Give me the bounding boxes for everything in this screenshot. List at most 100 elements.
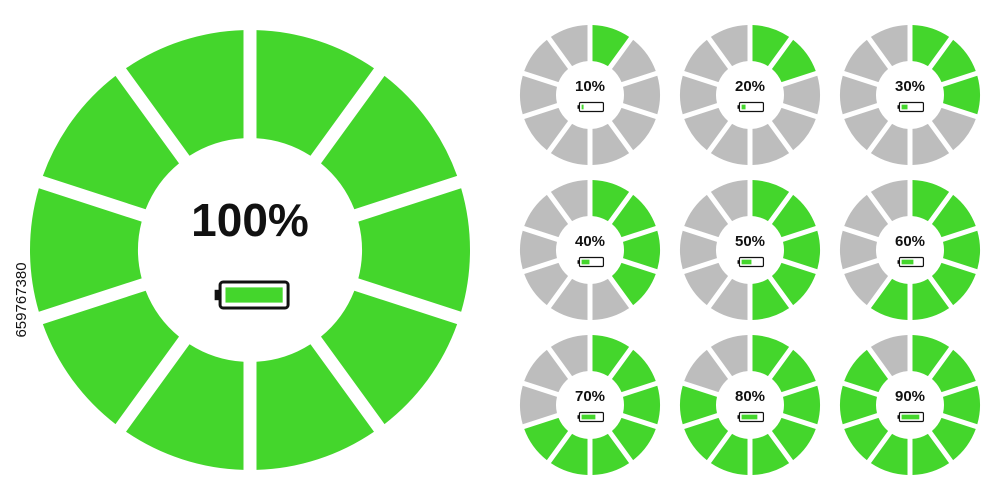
ring-segment: [912, 180, 950, 222]
ring-segment: [550, 433, 588, 475]
battery-terminal: [577, 260, 580, 264]
watermark: 659767380: [13, 262, 30, 337]
ring-segment: [912, 123, 950, 165]
battery-fill: [581, 414, 596, 420]
ring-segment: [931, 417, 976, 461]
ring-segment: [912, 278, 950, 320]
ring-segment: [844, 194, 889, 238]
ring-segment: [931, 349, 976, 393]
ring-segment: [623, 230, 660, 270]
ring-segment: [524, 417, 569, 461]
ring-segment: [771, 39, 816, 83]
ring-segment: [592, 278, 630, 320]
ring-segment: [592, 180, 630, 222]
ring-segment: [752, 180, 790, 222]
ring-segment: [358, 188, 470, 312]
ring-segment: [611, 262, 656, 306]
ring-segment: [42, 75, 180, 210]
battery-terminal: [577, 105, 580, 109]
ring-segment: [752, 25, 790, 67]
ring-segment: [752, 433, 790, 475]
battery-fill: [901, 414, 920, 420]
ring-segment: [840, 230, 877, 270]
ring-segment: [623, 385, 660, 425]
battery-terminal: [897, 105, 900, 109]
ring-segment: [592, 123, 630, 165]
battery-fill: [225, 287, 283, 303]
ring-segment: [710, 123, 748, 165]
ring-segment: [684, 107, 729, 151]
ring-segment: [524, 107, 569, 151]
ring-segment: [710, 433, 748, 475]
ring-segment: [870, 25, 908, 67]
battery-terminal: [897, 415, 900, 419]
percent-label: 100%: [191, 194, 309, 246]
ring-segment: [771, 262, 816, 306]
percent-label: 70%: [575, 388, 605, 405]
percent-label: 10%: [575, 78, 605, 95]
ring-segment: [840, 385, 877, 425]
ring-segment: [592, 25, 630, 67]
ring-segment: [611, 194, 656, 238]
percent-label: 40%: [575, 233, 605, 250]
ring-segment: [752, 278, 790, 320]
ring-segment: [520, 230, 557, 270]
ring-segment: [680, 385, 717, 425]
ring-segment: [42, 290, 180, 425]
ring-segment: [126, 344, 244, 470]
ring-segment: [870, 123, 908, 165]
ring-segment: [844, 107, 889, 151]
battery-terminal: [737, 105, 740, 109]
ring-segment: [550, 180, 588, 222]
ring-segment: [524, 39, 569, 83]
ring-segment: [29, 188, 142, 312]
ring-segment: [256, 30, 374, 156]
ring-segment: [520, 385, 557, 425]
battery-fill: [741, 414, 758, 420]
ring-segment: [592, 335, 630, 377]
ring-segment: [943, 385, 981, 425]
ring-segment: [611, 39, 656, 83]
battery-fill: [901, 104, 908, 110]
ring-segment: [771, 417, 816, 461]
ring-segment: [931, 194, 976, 238]
ring-segment: [320, 290, 458, 425]
ring-segment: [524, 194, 569, 238]
ring-segment: [870, 278, 908, 320]
ring-segment: [710, 25, 748, 67]
ring-segment: [611, 107, 656, 151]
percent-label: 80%: [735, 388, 765, 405]
ring-segment: [844, 39, 889, 83]
percent-label: 50%: [735, 233, 765, 250]
ring-segment: [771, 107, 816, 151]
ring-segment: [524, 349, 569, 393]
ring-segment: [680, 230, 717, 270]
percent-label: 20%: [735, 78, 765, 95]
ring-segment: [931, 39, 976, 83]
ring-segment: [623, 75, 660, 115]
ring-segment: [550, 278, 588, 320]
ring-segment: [943, 75, 981, 115]
ring-segment: [783, 75, 821, 115]
ring-segment: [752, 335, 790, 377]
ring-segment: [550, 123, 588, 165]
ring-segment: [611, 349, 656, 393]
ring-segment: [771, 349, 816, 393]
battery-outline: [578, 101, 605, 113]
ring-segment: [912, 433, 950, 475]
battery-terminal: [577, 415, 580, 419]
ring-segment: [550, 335, 588, 377]
battery-fill: [741, 259, 752, 265]
ring-segment: [943, 230, 981, 270]
battery-fill: [581, 104, 584, 110]
ring-segment: [870, 180, 908, 222]
ring-segment: [870, 335, 908, 377]
battery-terminal: [737, 415, 740, 419]
ring-segment: [684, 262, 729, 306]
battery-fill: [901, 259, 914, 265]
ring-segment: [684, 349, 729, 393]
ring-segment: [684, 417, 729, 461]
ring-segment: [550, 25, 588, 67]
